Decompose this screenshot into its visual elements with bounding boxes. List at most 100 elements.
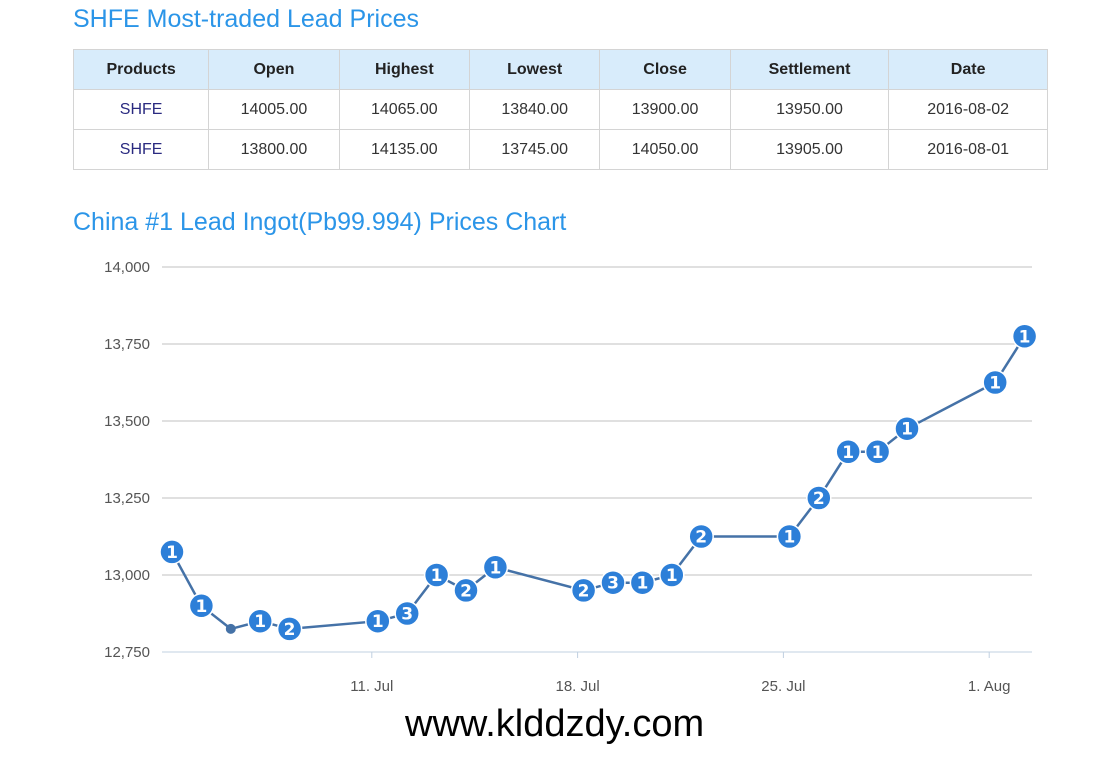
table-cell: 14065.00	[338, 89, 471, 130]
price-chart: 12,75013,00013,25013,50013,75014,00011. …	[104, 259, 1038, 695]
point-marker	[659, 562, 685, 588]
data-point[interactable]: 1	[423, 562, 450, 588]
x-tick-label: 1. Aug	[968, 678, 1011, 695]
point-marker	[423, 562, 450, 588]
y-tick-label: 13,750	[104, 336, 150, 353]
column-header: Lowest	[468, 49, 601, 90]
point-label: 1	[872, 443, 884, 463]
point-label: 1	[431, 566, 443, 586]
table-cell: SHFE	[72, 89, 210, 130]
point-marker	[570, 577, 597, 604]
data-point[interactable]: 1	[188, 593, 215, 619]
data-point[interactable]: 1	[982, 369, 1008, 396]
table-cell: 14050.00	[599, 129, 731, 170]
table-cell: 2016-08-01	[888, 129, 1048, 170]
data-point[interactable]: 1	[894, 415, 920, 442]
point-label: 1	[1019, 327, 1031, 347]
point-label: 1	[636, 574, 648, 594]
y-tick-label: 12,750	[104, 644, 150, 661]
point-marker	[247, 608, 273, 634]
y-tick-label: 13,500	[104, 413, 150, 430]
table-row: SHFE 13800.00 14135.00 13745.00 14050.00 1390…	[72, 129, 1048, 170]
point-label: 2	[578, 581, 590, 601]
point-label: 2	[460, 581, 472, 601]
table-cell: 13905.00	[729, 129, 890, 170]
point-marker	[482, 554, 509, 581]
table-cell: 13840.00	[468, 89, 601, 130]
table-title: SHFE Most-traded Lead Prices	[73, 5, 419, 33]
data-point[interactable]: 2	[453, 577, 479, 604]
point-label: 2	[695, 528, 707, 548]
data-point[interactable]: 1	[776, 523, 803, 550]
x-tick-label: 11. Jul	[350, 678, 393, 695]
point-marker	[894, 415, 920, 442]
data-point[interactable]: 2	[688, 523, 714, 550]
point-marker	[1011, 323, 1038, 350]
y-tick-label: 13,000	[104, 567, 150, 584]
point-marker	[159, 539, 185, 565]
table-cell: 14135.00	[338, 129, 471, 170]
point-marker	[864, 439, 891, 465]
point-marker	[688, 523, 714, 550]
data-point[interactable]: 1	[629, 569, 656, 596]
point-marker	[276, 616, 303, 642]
column-header: Products	[72, 49, 210, 90]
data-point[interactable]: 3	[600, 569, 626, 596]
data-point[interactable]: 1	[482, 554, 509, 581]
data-point[interactable]: 1	[365, 608, 391, 634]
point-label: 1	[372, 612, 384, 632]
point-marker	[365, 608, 391, 634]
y-tick-label: 14,000	[104, 259, 150, 276]
data-point[interactable]: 2	[806, 485, 832, 511]
table-cell: 13745.00	[468, 129, 601, 170]
point-marker	[982, 369, 1008, 396]
table-cell: 13950.00	[729, 89, 890, 130]
point-label: 3	[607, 574, 619, 594]
x-tick-label: 18. Jul	[555, 678, 599, 695]
data-point[interactable]: 1	[247, 608, 273, 634]
point-marker	[629, 569, 656, 596]
point-marker	[394, 600, 420, 627]
column-header: Highest	[338, 49, 471, 90]
point-marker	[835, 439, 861, 465]
watermark: www.klddzdy.com	[405, 703, 705, 745]
data-point[interactable]: 2	[276, 616, 303, 642]
data-point[interactable]: 1	[159, 539, 185, 565]
data-point[interactable]	[225, 623, 236, 634]
column-header: Open	[208, 49, 340, 90]
data-point[interactable]: 1	[659, 562, 685, 588]
point-label: 2	[813, 489, 825, 509]
point-label: 1	[666, 566, 678, 586]
point-marker	[225, 623, 236, 634]
point-marker	[188, 593, 215, 619]
column-header: Date	[888, 49, 1048, 90]
point-label: 1	[254, 612, 266, 632]
point-label: 1	[166, 543, 178, 563]
data-point[interactable]: 1	[1011, 323, 1038, 350]
point-marker	[600, 569, 626, 596]
point-label: 1	[489, 558, 501, 578]
point-label: 2	[284, 620, 296, 640]
price-line	[170, 335, 1026, 631]
prices-table: Products Open Highest Lowest Close Settlement…	[72, 49, 1048, 170]
point-marker	[453, 577, 479, 604]
point-label: 1	[901, 420, 913, 440]
table-cell: 14005.00	[208, 89, 340, 130]
data-point[interactable]: 3	[394, 600, 420, 627]
point-marker	[806, 485, 832, 511]
column-header: Settlement	[729, 49, 890, 90]
table-cell: 2016-08-02	[888, 89, 1048, 130]
point-label: 3	[401, 605, 413, 625]
chart-title: China #1 Lead Ingot(Pb99.994) Prices Cha…	[73, 208, 567, 236]
point-label: 1	[195, 597, 207, 617]
table-cell: 13800.00	[208, 129, 340, 170]
x-tick-label: 25. Jul	[761, 678, 805, 695]
point-label: 1	[842, 443, 854, 463]
point-label: 1	[989, 374, 1001, 394]
data-point[interactable]: 1	[864, 439, 891, 465]
y-tick-label: 13,250	[104, 490, 150, 507]
data-point[interactable]: 1	[835, 439, 861, 465]
data-point[interactable]: 2	[570, 577, 597, 604]
table-cell: SHFE	[72, 129, 210, 170]
point-label: 1	[783, 528, 795, 548]
